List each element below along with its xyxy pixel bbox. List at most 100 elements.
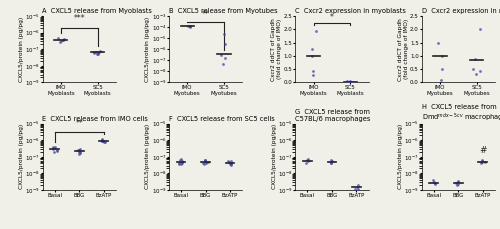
Point — [228, 161, 235, 164]
Point — [74, 148, 82, 152]
Point — [75, 148, 83, 152]
Point — [452, 181, 460, 185]
Point — [76, 150, 84, 153]
Point — [200, 161, 207, 165]
Point — [58, 38, 66, 41]
Point — [346, 79, 354, 83]
Point — [98, 138, 106, 142]
Point — [92, 50, 100, 53]
Point — [226, 162, 234, 166]
Point — [201, 158, 209, 161]
Point — [52, 148, 60, 152]
Text: **: ** — [76, 119, 83, 128]
Point — [327, 161, 335, 164]
Point — [48, 146, 56, 149]
Point — [312, 29, 320, 33]
Point — [216, 53, 224, 57]
Point — [92, 52, 100, 56]
Point — [454, 183, 462, 186]
Point — [476, 161, 484, 165]
Y-axis label: Cxcr2 ddCT of Gapdh
(fold change of IMO): Cxcr2 ddCT of Gapdh (fold change of IMO) — [398, 18, 408, 81]
Point — [228, 163, 235, 167]
Text: D  Cxcr2 expression in myotubes: D Cxcr2 expression in myotubes — [422, 8, 500, 14]
Point — [50, 150, 58, 153]
Point — [90, 51, 98, 55]
Point — [429, 178, 437, 182]
Point — [226, 159, 234, 163]
Point — [437, 78, 445, 82]
Point — [204, 160, 212, 164]
Point — [226, 160, 234, 164]
Point — [176, 158, 184, 162]
Text: G  CXCL5 release from
C57BL/6 macrophages: G CXCL5 release from C57BL/6 macrophages — [295, 109, 370, 122]
Point — [222, 57, 230, 60]
Point — [438, 67, 446, 71]
Point — [353, 185, 361, 188]
Point — [54, 37, 62, 40]
Point — [348, 80, 356, 84]
Point — [102, 140, 110, 144]
Text: F  CXCL5 release from SC5 cells: F CXCL5 release from SC5 cells — [169, 116, 274, 122]
Point — [476, 27, 484, 31]
Point — [476, 69, 484, 73]
Point — [219, 62, 227, 65]
Point — [434, 41, 442, 44]
Point — [201, 158, 209, 162]
Point — [50, 146, 58, 150]
Point — [178, 160, 186, 164]
Point — [57, 39, 65, 43]
Point — [90, 51, 98, 54]
Point — [202, 160, 209, 164]
Point — [98, 137, 106, 141]
Text: B  CXCL5 release from Myotubes: B CXCL5 release from Myotubes — [169, 8, 278, 14]
Point — [478, 160, 486, 164]
Point — [328, 158, 336, 162]
Point — [94, 51, 102, 55]
Point — [308, 47, 316, 51]
Point — [178, 161, 186, 165]
Point — [224, 159, 232, 163]
Text: A  CXCL5 release from Myoblasts: A CXCL5 release from Myoblasts — [42, 8, 152, 14]
Point — [184, 25, 192, 28]
Point — [178, 163, 186, 166]
Point — [178, 159, 186, 163]
Point — [98, 140, 106, 143]
Point — [304, 159, 312, 163]
Point — [186, 25, 194, 29]
Point — [75, 153, 83, 156]
Point — [481, 161, 489, 164]
Point — [454, 180, 462, 183]
Point — [472, 57, 480, 60]
Point — [431, 183, 439, 186]
Point — [351, 187, 359, 191]
Point — [176, 162, 184, 166]
Point — [478, 159, 486, 163]
Point — [59, 38, 67, 42]
Point — [175, 161, 183, 164]
Y-axis label: CXCL5/protein (pg/pg): CXCL5/protein (pg/pg) — [272, 124, 276, 189]
Point — [454, 183, 462, 187]
Point — [454, 179, 462, 183]
Point — [328, 161, 336, 165]
Y-axis label: Cxcr2 ddCT of Gapdh
(fold change of IMO): Cxcr2 ddCT of Gapdh (fold change of IMO) — [272, 18, 282, 81]
Text: H  CXCL5 release from
Dmd$^{mdx-5cv}$ macrophages: H CXCL5 release from Dmd$^{mdx-5cv}$ mac… — [422, 104, 500, 124]
Y-axis label: CXCL5/protein (pg/pg): CXCL5/protein (pg/pg) — [19, 17, 24, 82]
Point — [221, 42, 229, 46]
Text: E  CXCL5 release from IMO cells: E CXCL5 release from IMO cells — [42, 116, 148, 122]
Text: ***: *** — [74, 14, 85, 23]
Point — [76, 152, 84, 155]
Point — [438, 54, 446, 58]
Point — [328, 159, 336, 163]
Point — [100, 141, 108, 144]
Point — [220, 32, 228, 35]
Point — [95, 50, 103, 54]
Point — [226, 163, 234, 166]
Text: C  Cxcr2 expression in myoblasts: C Cxcr2 expression in myoblasts — [295, 8, 406, 14]
Point — [302, 161, 310, 164]
Point — [176, 157, 184, 161]
Y-axis label: CXCL5/protein (pg/pg): CXCL5/protein (pg/pg) — [19, 124, 24, 189]
Point — [94, 52, 102, 55]
Text: *: * — [330, 13, 334, 22]
Y-axis label: CXCL5/protein (pg/pg): CXCL5/protein (pg/pg) — [398, 124, 403, 189]
Point — [304, 157, 312, 161]
